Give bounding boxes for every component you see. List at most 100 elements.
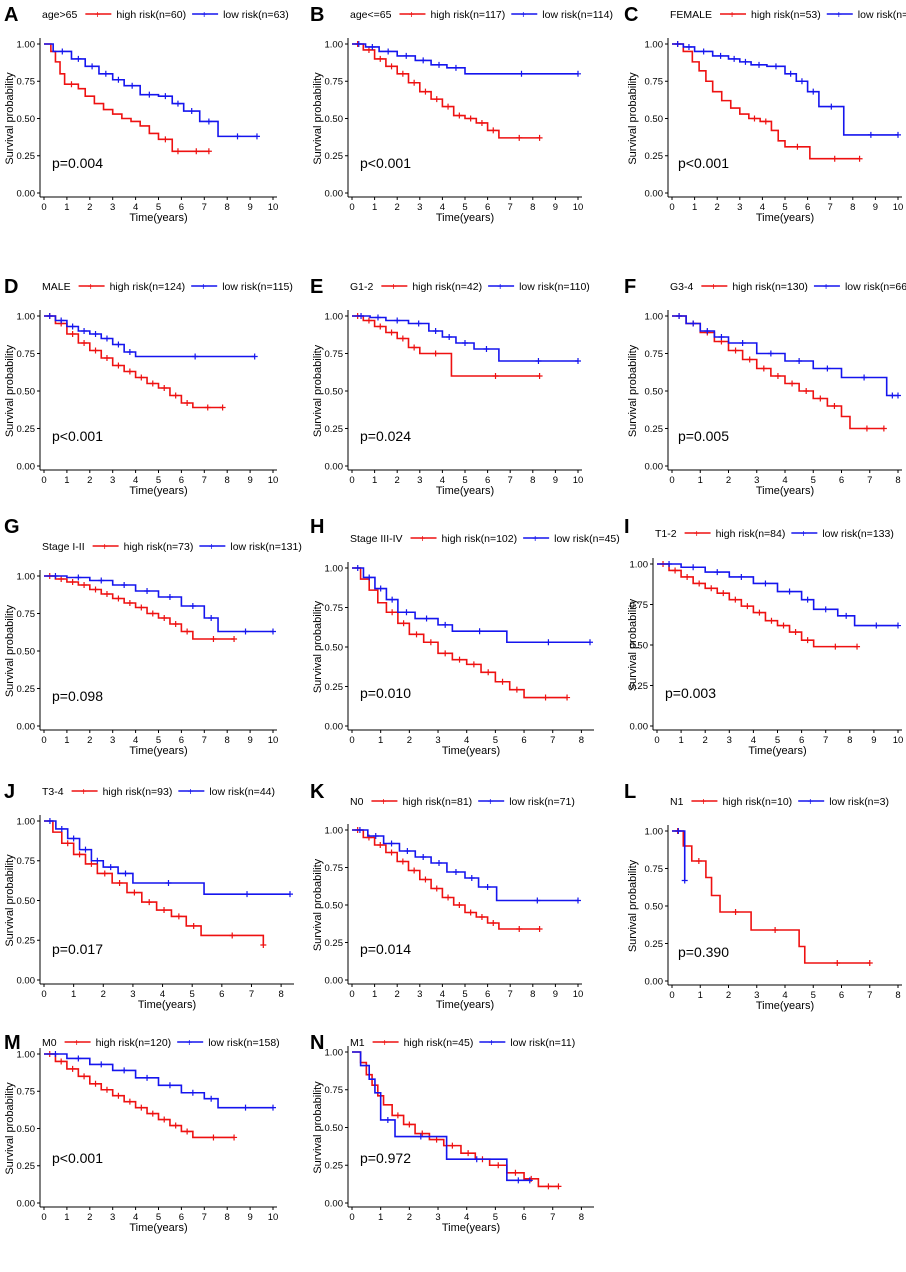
- censor-mark: [115, 341, 122, 348]
- censor-mark: [189, 603, 196, 609]
- censor-mark: [92, 586, 99, 593]
- censor-mark: [365, 317, 372, 324]
- x-tick-label: 1: [64, 1212, 69, 1223]
- y-tick-label: 0.75: [325, 863, 344, 874]
- x-tick-label: 2: [101, 989, 106, 1000]
- x-tick-label: 8: [278, 989, 283, 1000]
- x-tick-label: 6: [485, 989, 490, 1000]
- x-tick-label: 1: [698, 990, 703, 1001]
- censor-mark: [69, 1065, 76, 1072]
- y-tick-label: 0.00: [17, 721, 36, 732]
- low-risk-curve: [657, 563, 898, 627]
- censor-mark: [432, 328, 439, 334]
- x-tick-label: 2: [87, 1212, 92, 1223]
- panel-letter: N: [310, 1032, 324, 1054]
- legend-strata: MALE: [42, 281, 71, 293]
- censor-mark: [46, 313, 53, 319]
- censor-mark: [536, 926, 543, 932]
- x-tick-label: 6: [521, 1212, 526, 1223]
- censor-mark: [231, 1134, 238, 1141]
- x-tick-label: 0: [41, 1212, 46, 1223]
- censor-mark: [789, 380, 796, 387]
- y-tick-label: 0.25: [645, 151, 664, 162]
- censor-mark: [70, 835, 77, 842]
- y-tick-label: 1.00: [17, 571, 36, 582]
- censor-mark: [242, 1104, 249, 1111]
- censor-mark: [138, 374, 145, 381]
- legend-low-mark: +: [800, 528, 806, 540]
- legend-high-label: high risk(n=73): [124, 541, 194, 553]
- y-tick-label: 0.75: [325, 1085, 344, 1096]
- x-tick-label: 4: [133, 735, 138, 746]
- x-tick-label: 4: [133, 202, 138, 213]
- x-tick-label: 2: [726, 990, 731, 1001]
- x-tick-label: 2: [407, 1212, 412, 1223]
- censor-mark: [411, 344, 418, 351]
- legend-high-label: high risk(n=124): [110, 281, 186, 293]
- x-tick-label: 0: [41, 989, 46, 1000]
- censor-mark: [377, 55, 384, 62]
- censor-mark: [413, 631, 420, 638]
- censor-mark: [751, 115, 758, 122]
- y-axis-title: Survival probability: [4, 604, 16, 697]
- x-tick-label: 5: [493, 1212, 498, 1223]
- censor-mark: [394, 317, 401, 324]
- y-tick-label: 0.75: [17, 856, 36, 867]
- x-tick-label: 0: [349, 735, 354, 746]
- censor-mark: [756, 61, 763, 68]
- low-risk-curve: [352, 829, 578, 902]
- x-tick-label: 4: [133, 1212, 138, 1223]
- panel-letter: I: [624, 516, 630, 538]
- legend-low-mark: +: [186, 1037, 192, 1049]
- x-tick-label: 3: [417, 202, 422, 213]
- legend-high-label: high risk(n=45): [404, 1037, 474, 1049]
- y-tick-label: 0.75: [325, 603, 344, 614]
- x-tick-label: 5: [782, 202, 787, 213]
- legend-low-mark: +: [807, 796, 813, 808]
- p-value: p=0.017: [52, 941, 103, 957]
- low-risk-curve: [44, 315, 255, 358]
- censor-mark: [101, 870, 108, 877]
- x-tick-label: 6: [485, 475, 490, 486]
- censor-mark: [854, 643, 861, 650]
- censor-mark: [189, 1089, 196, 1096]
- censor-mark: [174, 100, 181, 107]
- censor-mark: [490, 127, 497, 134]
- y-tick-label: 0.75: [645, 864, 664, 875]
- km-panel-I: I T1-2 + high risk(n=84) + low risk(n=133) 0.0…: [624, 516, 903, 757]
- censor-mark: [732, 596, 739, 603]
- x-tick-label: 1: [692, 202, 697, 213]
- censor-mark: [436, 61, 443, 68]
- censor-mark: [804, 637, 811, 644]
- censor-mark: [695, 858, 702, 864]
- y-tick-label: 1.00: [325, 1047, 344, 1058]
- km-panel-E: E G1-2 + high risk(n=42) + low risk(n=110) 0.0…: [310, 276, 590, 497]
- x-tick-label: 8: [225, 202, 230, 213]
- censor-mark: [895, 622, 901, 629]
- x-tick-label: 2: [395, 202, 400, 213]
- y-axis-title: Survival probability: [312, 858, 324, 951]
- x-tick-label: 2: [703, 735, 708, 746]
- censor-mark: [824, 365, 831, 372]
- censor-mark: [146, 899, 153, 906]
- y-tick-label: 0.25: [17, 424, 36, 435]
- censor-mark: [427, 639, 434, 646]
- y-tick-label: 0.75: [17, 349, 36, 360]
- censor-mark: [103, 1086, 110, 1093]
- x-tick-label: 1: [698, 475, 703, 486]
- censor-mark: [399, 858, 406, 865]
- y-tick-label: 1.00: [325, 825, 344, 836]
- x-tick-label: 7: [249, 989, 254, 1000]
- censor-mark: [69, 331, 76, 337]
- censor-mark: [162, 136, 169, 143]
- panel-letter: M: [4, 1032, 21, 1054]
- km-panel-F: F G3-4 + high risk(n=130) + low risk(n=66) 0.0…: [624, 276, 906, 497]
- x-tick-label: 3: [417, 989, 422, 1000]
- censor-mark: [69, 579, 76, 585]
- censor-mark: [184, 628, 191, 635]
- censor-mark: [696, 580, 703, 587]
- censor-mark: [564, 694, 571, 701]
- censor-mark: [714, 569, 721, 576]
- censor-mark: [512, 1169, 519, 1176]
- censor-mark: [115, 76, 122, 83]
